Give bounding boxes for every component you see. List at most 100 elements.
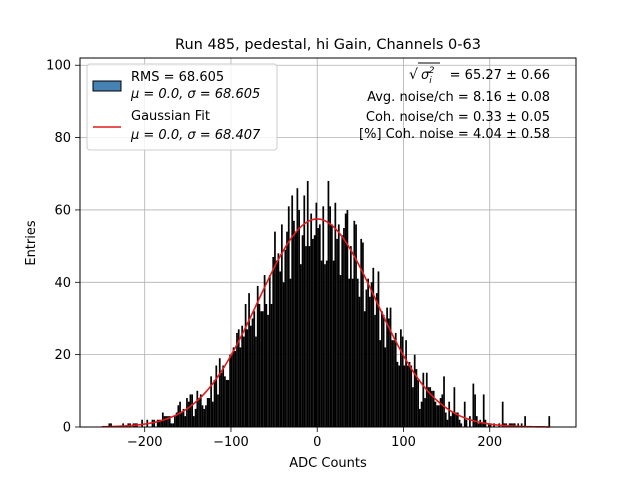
histogram-bar — [141, 419, 143, 427]
legend: RMS = 68.605 μ = 0.0, σ = 68.605 Gaussia… — [86, 63, 278, 151]
histogram-bar — [512, 423, 514, 427]
histogram-bar — [305, 246, 307, 427]
histogram-bar — [482, 394, 485, 427]
histogram-bar — [432, 390, 435, 427]
histogram-bar — [365, 289, 368, 427]
legend-histogram-stats: μ = 0.0, σ = 68.605 — [130, 87, 260, 102]
histogram-bar — [177, 405, 180, 427]
histogram-bar — [312, 238, 314, 427]
histogram-bar — [405, 340, 407, 427]
histogram-bar — [481, 423, 483, 427]
histogram-bar — [353, 220, 356, 427]
histogram-bar — [465, 419, 468, 427]
histogram-bar — [368, 296, 371, 427]
histogram-bar — [168, 416, 171, 427]
histogram-bar — [346, 209, 349, 427]
histogram-bar — [463, 401, 466, 427]
histogram-bar — [196, 390, 199, 427]
histogram-bar — [253, 311, 256, 427]
histogram-bar — [329, 206, 332, 427]
histogram-bar — [444, 412, 447, 427]
x-tick-label: 100 — [391, 435, 416, 450]
histogram-bar — [272, 256, 275, 427]
histogram-bar — [356, 278, 359, 427]
histogram-bar — [431, 390, 433, 427]
histogram-bar — [255, 336, 257, 427]
histogram-bar — [469, 416, 471, 427]
histogram-bar — [258, 304, 261, 427]
x-axis-label: ADC Counts — [289, 456, 367, 471]
histogram-bar — [489, 423, 492, 427]
histogram-bar — [363, 311, 366, 427]
legend-histogram-label: RMS = 68.605 — [131, 70, 224, 85]
histogram-bar — [474, 394, 476, 427]
histogram-bar — [175, 412, 178, 427]
histogram-bar — [460, 423, 463, 427]
histogram-bar — [153, 419, 156, 427]
histogram-bar — [251, 318, 254, 427]
histogram-bar — [206, 398, 209, 427]
histogram-bar — [406, 365, 409, 427]
x-tick-label: −100 — [213, 435, 249, 450]
histogram-bar — [422, 372, 425, 427]
histogram-bar — [524, 416, 526, 427]
histogram-bar — [332, 260, 335, 427]
y-tick-label: 100 — [46, 59, 71, 74]
gaussian-fit-line — [101, 218, 551, 428]
histogram-bar — [370, 282, 373, 427]
y-tick-label: 80 — [54, 131, 71, 146]
histogram-bar — [301, 235, 304, 427]
histogram-bar — [382, 314, 385, 427]
histogram-bar — [341, 235, 344, 427]
y-axis-ticks: 0 20 40 60 80 100 — [46, 59, 80, 436]
histogram-bar — [419, 408, 421, 427]
histogram-bar — [108, 423, 111, 427]
histogram-bar — [267, 314, 269, 427]
y-tick-label: 20 — [54, 348, 71, 363]
histogram-bar — [424, 398, 426, 427]
histogram-bar — [313, 235, 316, 427]
histogram-bar — [308, 246, 311, 427]
histogram-bar — [455, 412, 457, 427]
histogram-bar — [394, 332, 397, 427]
histogram-bar — [379, 340, 382, 427]
histogram-bar — [163, 416, 166, 427]
histogram-bar — [268, 275, 271, 427]
histogram-bar — [327, 181, 330, 427]
histogram-bar — [170, 423, 173, 427]
histogram-bar — [391, 340, 394, 427]
histogram-bar — [325, 260, 328, 427]
histogram-bar — [191, 394, 194, 427]
histogram-bar — [289, 278, 292, 427]
histogram-bar — [244, 304, 247, 427]
histogram-bar — [174, 416, 176, 427]
histogram-bar — [358, 296, 361, 427]
histogram-bar — [331, 224, 333, 427]
histogram-bar — [362, 242, 364, 427]
plot-frame — [79, 57, 577, 428]
noise-annotations: √ σi2 = 65.27 ± 0.66 Avg. noise/ch = 8.1… — [359, 62, 550, 142]
histogram-bar — [318, 224, 321, 427]
histogram-bar — [284, 249, 287, 427]
histogram-bar — [450, 416, 452, 427]
histogram-bar — [393, 340, 395, 427]
histogram-bar — [548, 416, 551, 427]
histogram-bar — [306, 181, 309, 427]
histogram-bar — [427, 387, 430, 427]
histogram-bar — [317, 228, 319, 427]
histogram-bar — [180, 412, 183, 427]
sqrt-sign: √ — [409, 67, 418, 83]
histogram-bar — [420, 401, 423, 427]
histogram-bar — [299, 264, 302, 427]
histogram-bar — [265, 304, 268, 427]
histogram-bar — [277, 253, 280, 427]
histogram-bar — [189, 394, 192, 427]
histogram-bar — [256, 285, 259, 427]
histogram-bar — [218, 358, 221, 427]
histogram-bar — [384, 347, 387, 427]
histogram-bar — [234, 351, 237, 427]
histogram-bar — [472, 383, 475, 427]
annotation-sigma-value: = 65.27 ± 0.66 — [450, 68, 550, 83]
histogram-bar — [453, 387, 456, 427]
